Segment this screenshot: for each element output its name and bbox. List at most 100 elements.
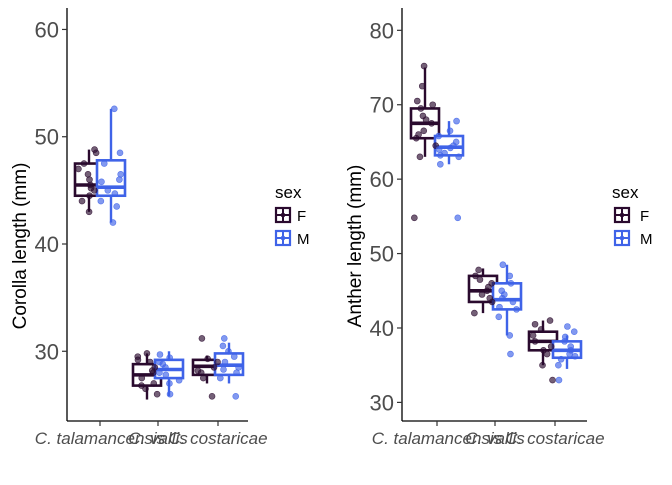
y-ticks: 30 40 50 60 70 80 bbox=[370, 18, 402, 415]
data-point-m bbox=[220, 335, 228, 342]
data-point-f bbox=[549, 376, 556, 384]
data-point-f bbox=[80, 160, 88, 167]
data-point-f bbox=[150, 380, 158, 387]
data-point-m bbox=[111, 190, 119, 197]
data-point-f bbox=[420, 62, 428, 70]
data-point-f bbox=[428, 120, 435, 127]
data-point-m bbox=[235, 364, 242, 371]
data-point-m bbox=[156, 369, 163, 377]
data-point-f bbox=[540, 347, 547, 354]
data-point-f bbox=[142, 385, 149, 393]
data-point-m bbox=[116, 176, 123, 183]
y-tick-label: 60 bbox=[35, 17, 59, 42]
legend-key-m bbox=[613, 229, 631, 247]
data-point-f bbox=[485, 283, 492, 291]
y-axis-title: Corolla length (mm) bbox=[10, 163, 31, 330]
data-point-m bbox=[156, 351, 164, 358]
data-point-m bbox=[437, 160, 444, 168]
data-point-f bbox=[214, 358, 221, 366]
legend-key-f bbox=[613, 206, 631, 224]
data-points bbox=[75, 105, 242, 400]
data-point-m bbox=[97, 197, 105, 205]
data-point-m bbox=[513, 306, 520, 313]
data-point-f bbox=[148, 367, 156, 374]
data-point-f bbox=[416, 153, 424, 161]
data-point-f bbox=[411, 214, 418, 222]
data-point-f bbox=[476, 276, 484, 283]
data-points bbox=[411, 62, 579, 384]
data-point-m bbox=[509, 298, 517, 306]
data-point-f bbox=[531, 320, 539, 328]
data-point-m bbox=[159, 360, 167, 368]
y-tick-label: 60 bbox=[370, 167, 394, 192]
y-tick-label: 30 bbox=[370, 390, 394, 415]
x-tick-label: C. vallis bbox=[128, 429, 188, 448]
data-point-m bbox=[499, 261, 507, 269]
data-point-f bbox=[86, 176, 93, 183]
data-point-m bbox=[506, 272, 514, 280]
data-point-f bbox=[78, 197, 86, 205]
y-ticks: 30 40 50 60 bbox=[35, 17, 67, 364]
box-m-1 bbox=[491, 264, 523, 336]
data-point-f bbox=[417, 105, 425, 112]
data-point-f bbox=[85, 208, 93, 216]
data-point-f bbox=[75, 165, 82, 173]
data-point-f bbox=[134, 356, 142, 364]
data-point-m bbox=[435, 132, 442, 140]
data-point-f bbox=[531, 338, 539, 345]
data-point-m bbox=[507, 350, 514, 358]
y-tick-label: 50 bbox=[35, 125, 59, 150]
data-point-m bbox=[452, 138, 460, 146]
data-point-m bbox=[567, 343, 575, 350]
data-point-f bbox=[210, 364, 218, 371]
data-point-f bbox=[472, 272, 479, 280]
data-point-f bbox=[91, 146, 98, 153]
data-point-m bbox=[495, 313, 503, 321]
data-point-f bbox=[143, 350, 151, 357]
data-point-m bbox=[216, 374, 224, 382]
data-point-m bbox=[232, 393, 240, 400]
data-point-f bbox=[539, 361, 546, 369]
legend-label-f: F bbox=[640, 208, 649, 225]
data-point-m bbox=[447, 144, 454, 152]
data-point-m bbox=[166, 354, 173, 362]
data-point-m bbox=[496, 303, 503, 311]
data-point-f bbox=[537, 326, 545, 333]
data-point-f bbox=[86, 192, 93, 200]
y-tick-label: 50 bbox=[370, 242, 394, 267]
data-point-f bbox=[529, 332, 537, 339]
data-point-f bbox=[198, 335, 206, 342]
data-point-m bbox=[109, 219, 117, 226]
data-point-f bbox=[204, 355, 211, 363]
data-point-m bbox=[453, 117, 460, 125]
legend-key-m bbox=[274, 229, 292, 247]
data-point-f bbox=[413, 97, 421, 105]
data-point-f bbox=[415, 131, 422, 138]
box-m-0 bbox=[95, 108, 127, 223]
data-point-m bbox=[507, 280, 515, 287]
data-point-m bbox=[116, 149, 124, 157]
data-point-f bbox=[486, 294, 494, 302]
data-point-f bbox=[546, 317, 554, 324]
data-point-m bbox=[230, 353, 238, 360]
data-point-m bbox=[219, 342, 227, 350]
data-point-m bbox=[175, 376, 183, 384]
data-point-m bbox=[220, 366, 227, 373]
data-point-f bbox=[420, 127, 428, 135]
y-tick-label: 70 bbox=[370, 93, 394, 118]
data-point-m bbox=[446, 127, 454, 135]
y-axis-title: Anther length (mm) bbox=[345, 165, 366, 328]
data-point-m bbox=[221, 358, 229, 366]
data-point-f bbox=[146, 358, 154, 366]
y-tick-label: 80 bbox=[370, 18, 394, 43]
data-point-m bbox=[100, 160, 108, 167]
data-point-f bbox=[471, 309, 478, 317]
data-point-m bbox=[110, 105, 118, 113]
data-point-m bbox=[113, 203, 121, 210]
data-point-m bbox=[454, 214, 462, 222]
